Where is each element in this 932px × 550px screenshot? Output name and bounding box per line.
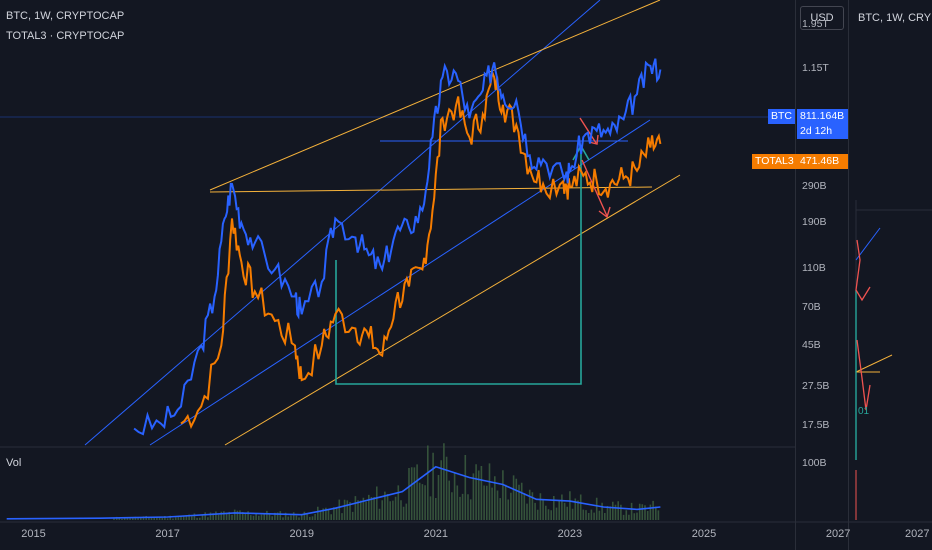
target-projection-line[interactable] <box>335 152 582 385</box>
drawings-layer <box>6 0 681 520</box>
down-arrow-total3[interactable] <box>581 159 611 219</box>
y-tick-label: 45B <box>802 338 821 351</box>
side-mini-label: 01 <box>858 406 870 417</box>
currency-selector[interactable]: USD <box>800 6 844 30</box>
down-arrow-btc[interactable] <box>579 117 599 145</box>
volume-ma-line[interactable] <box>6 465 661 520</box>
y-tick-label: 290B <box>802 179 827 192</box>
total3-price-tag: 471.46B <box>797 154 848 169</box>
legend-symbol-total3[interactable]: TOTAL3 · CRYPTOCAP <box>6 30 125 42</box>
orange-channel-upper[interactable] <box>209 0 661 191</box>
btc-countdown-tag: 2d 12h <box>797 124 848 139</box>
y-tick-label: 1.95T <box>802 17 829 30</box>
x-tick-label: 2017 <box>155 528 180 540</box>
price-axis[interactable] <box>795 0 848 550</box>
btc-series-line[interactable] <box>133 58 662 436</box>
orange-channel-lower[interactable] <box>224 174 681 446</box>
side-orange-line <box>855 354 893 373</box>
legend-symbol-btc[interactable]: BTC, 1W, CRYPTOCAP <box>6 10 125 22</box>
side-blue-line <box>855 227 881 261</box>
y-tick-label: 110B <box>802 262 826 275</box>
orange-horizontal-line[interactable] <box>209 186 653 193</box>
y-tick-label: 70B <box>802 300 821 313</box>
blue-channel-upper[interactable] <box>84 0 601 446</box>
x-tick-label: 2019 <box>289 528 314 540</box>
x-tick-label: 2027 <box>825 528 851 540</box>
x-tick-label: 2023 <box>557 528 583 540</box>
volume-axis-label: 100B <box>802 457 827 469</box>
total3-tag-label: TOTAL3 <box>752 154 797 169</box>
side-chart-pane[interactable] <box>848 0 932 550</box>
side-x-tick-label: 2027 <box>905 528 930 540</box>
volume-label[interactable]: Vol <box>6 457 22 469</box>
y-tick-label: 190B <box>802 215 827 228</box>
y-tick-label: 17.5B <box>802 418 830 431</box>
total3-series-line[interactable] <box>180 68 662 430</box>
side-arrow-2 <box>856 339 871 411</box>
y-tick-label: 1.15T <box>802 62 829 75</box>
x-tick-label: 2021 <box>423 528 449 540</box>
btc-tag-label: BTC <box>768 109 795 124</box>
btc-price-tag: 811.164B <box>797 109 848 124</box>
x-tick-label: 2025 <box>691 528 717 540</box>
x-tick-label: 2015 <box>21 528 46 540</box>
side-arrow-1 <box>855 239 871 302</box>
side-chart-title[interactable]: BTC, 1W, CRYPTOCAP <box>858 12 932 24</box>
volume-bars[interactable] <box>113 443 660 520</box>
y-tick-label: 27.5B <box>802 380 830 393</box>
